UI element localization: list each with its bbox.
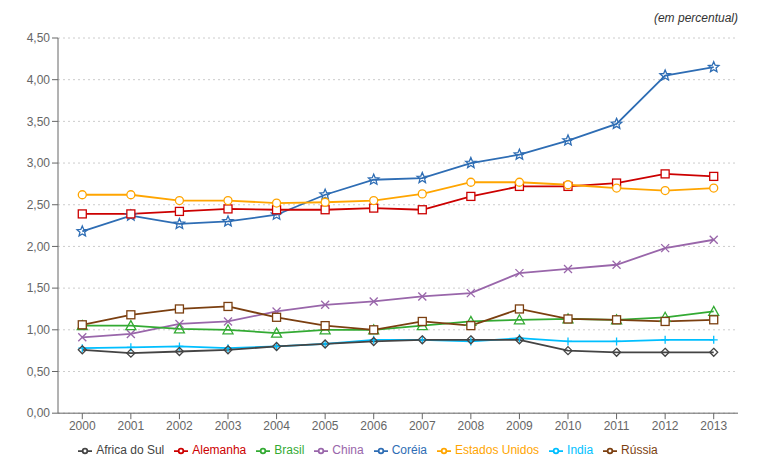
svg-text:2011: 2011	[604, 419, 630, 433]
svg-text:2003: 2003	[215, 419, 242, 433]
svg-text:2009: 2009	[506, 419, 533, 433]
html-text:(em percentual): (em percentual)	[654, 11, 738, 25]
svg-text:2005: 2005	[312, 419, 339, 433]
svg-text:4,50: 4,50	[27, 31, 51, 45]
html-text:China: China	[332, 443, 364, 458]
html-text:Coréia: Coréia	[391, 443, 427, 458]
svg-text:2012: 2012	[652, 419, 679, 433]
svg-text:2006: 2006	[360, 419, 387, 433]
svg-text:2013: 2013	[700, 419, 727, 433]
html-text:Estados Unidos: Estados Unidos	[455, 443, 540, 458]
svg-text:2008: 2008	[458, 419, 485, 433]
svg-text:3,00: 3,00	[27, 156, 51, 170]
html-text:Brasil: Brasil	[274, 443, 305, 458]
svg-text:2004: 2004	[263, 419, 290, 433]
svg-text:3,50: 3,50	[27, 115, 51, 129]
svg-text:0,00: 0,00	[27, 406, 51, 420]
svg-text:2007: 2007	[409, 419, 436, 433]
svg-text:2002: 2002	[166, 419, 193, 433]
svg-text:2010: 2010	[555, 419, 582, 433]
svg-text:2,00: 2,00	[27, 240, 51, 254]
svg-text:4,00: 4,00	[27, 73, 51, 87]
html-text:Rússia: Rússia	[621, 443, 658, 458]
svg-text:2000: 2000	[69, 419, 96, 433]
html-text:Africa do Sul: Africa do Sul	[96, 443, 165, 458]
html-text:India: India	[567, 443, 594, 458]
svg-text:2,50: 2,50	[27, 198, 51, 212]
svg-text:0,50: 0,50	[27, 365, 51, 379]
svg-text:1,50: 1,50	[27, 281, 51, 295]
html-text:Alemanha: Alemanha	[192, 443, 247, 458]
svg-text:1,00: 1,00	[27, 323, 51, 337]
svg-text:2001: 2001	[118, 419, 145, 433]
